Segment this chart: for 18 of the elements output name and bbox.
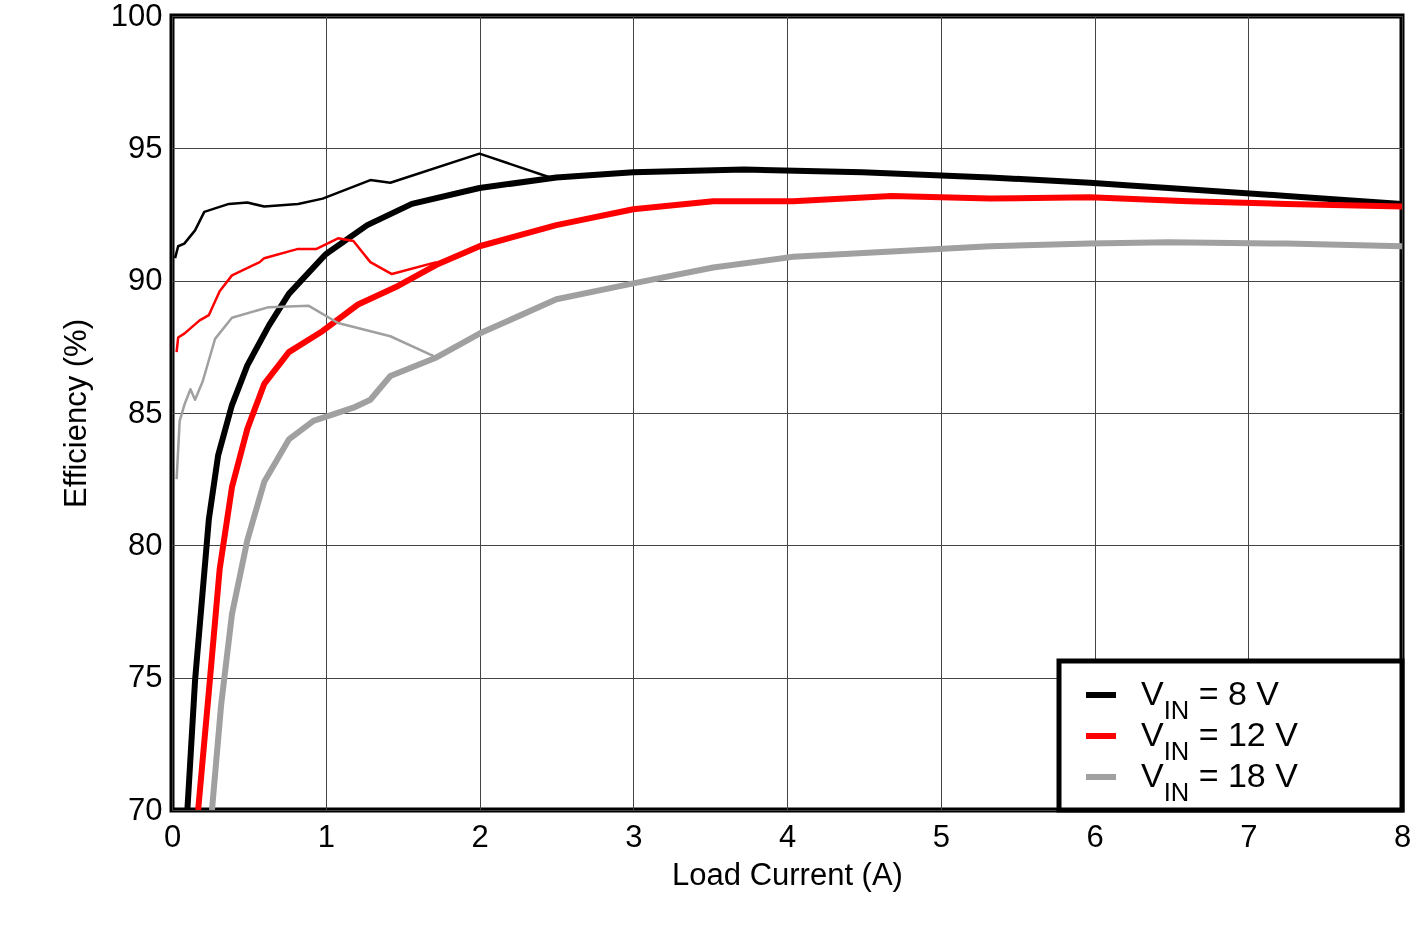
y-tick-label: 85	[128, 394, 163, 430]
y-tick-label: 80	[128, 526, 163, 562]
y-tick-label: 70	[128, 791, 163, 827]
x-tick-label: 5	[932, 818, 950, 854]
x-tick-label: 4	[778, 818, 797, 854]
x-tick-label: 8	[1393, 818, 1412, 854]
y-axis-title: Efficiency (%)	[57, 319, 93, 508]
y-tick-label: 95	[128, 129, 163, 165]
x-axis-title: Load Current (A)	[672, 856, 903, 892]
y-tick-label: 90	[128, 262, 163, 298]
y-tick-label: 100	[110, 0, 163, 33]
y-tick-label: 75	[128, 659, 163, 695]
x-tick-label: 1	[317, 818, 335, 854]
x-tick-label: 0	[163, 818, 182, 854]
x-tick-label: 6	[1086, 818, 1104, 854]
x-tick-label: 3	[625, 818, 643, 854]
x-tick-label: 7	[1240, 818, 1258, 854]
x-tick-label: 2	[471, 818, 489, 854]
